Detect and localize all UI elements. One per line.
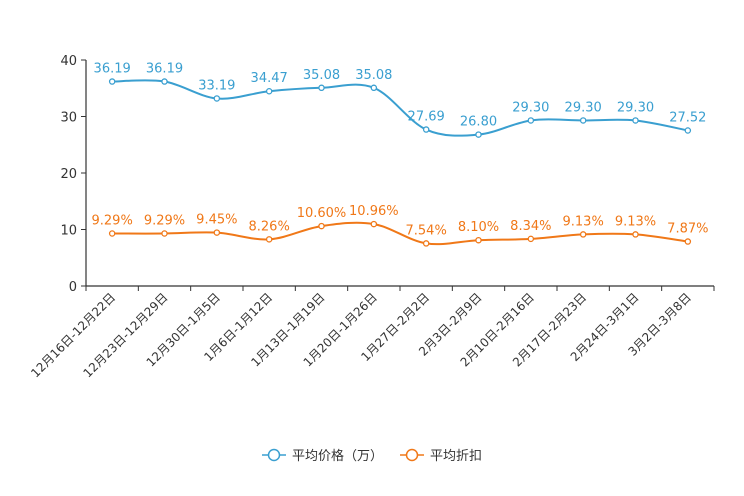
series-1-data-label: 9.13% (615, 214, 656, 229)
series-1-point[interactable] (475, 236, 482, 244)
series-0-data-label: 33.19 (198, 78, 235, 93)
series-0-point[interactable] (684, 127, 692, 134)
series-1-data-label: 9.29% (144, 214, 185, 229)
series-0-point[interactable] (422, 126, 430, 133)
series-line-0 (112, 79, 689, 137)
series-1-data-label: 8.34% (510, 219, 551, 234)
data-labels: 36.19 36.19 33.19 34.47 35.08 35.08 27.69 26.80… (92, 62, 709, 239)
series-0-data-label: 27.52 (669, 111, 706, 126)
series-1-point[interactable] (370, 220, 378, 228)
series-1-point[interactable] (422, 240, 430, 247)
series-0-data-label: 29.30 (617, 100, 654, 115)
series-0-data-label: 29.30 (565, 100, 602, 115)
series-0-data-label: 34.47 (251, 71, 288, 86)
series-1-data-label: 10.60% (297, 206, 347, 221)
x-tick-label: 12月16日-12月22日 (28, 290, 118, 380)
series-1-point[interactable] (265, 236, 273, 243)
series-1-data-label: 7.87% (667, 222, 708, 237)
series-1-data-label: 7.54% (406, 223, 447, 238)
legend-0-marker-icon (267, 448, 281, 462)
series-1-data-label: 10.96% (349, 204, 399, 219)
series-1-point[interactable] (684, 238, 692, 245)
series-0-point[interactable] (475, 131, 482, 138)
series-1-point[interactable] (108, 230, 116, 237)
series-points (108, 78, 692, 247)
series-1-point[interactable] (527, 235, 535, 243)
series-1-point[interactable] (213, 229, 221, 236)
series-1-point[interactable] (318, 222, 325, 230)
series-1-point[interactable] (579, 231, 587, 238)
series-0-point[interactable] (318, 84, 325, 92)
series-lines (112, 79, 689, 246)
legend-0-label[interactable]: 平均价格（万） (292, 448, 383, 464)
legend-1-marker-icon (405, 448, 419, 462)
series-1-data-label: 9.45% (196, 213, 237, 228)
series-1-data-label: 8.10% (458, 220, 499, 235)
series-0-point[interactable] (579, 117, 587, 124)
series-0-point[interactable] (632, 117, 639, 124)
y-tick-label: 30 (60, 111, 77, 126)
series-0-point[interactable] (265, 87, 273, 95)
series-1-data-label: 8.26% (249, 219, 290, 234)
y-tick-label: 0 (69, 280, 77, 295)
y-tick-label: 20 (60, 167, 77, 182)
y-tick-label: 10 (60, 224, 77, 239)
series-0-data-label: 29.30 (512, 100, 549, 115)
series-0-data-label: 26.80 (460, 115, 497, 130)
series-0-point[interactable] (527, 117, 535, 124)
series-0-point[interactable] (161, 78, 168, 85)
series-0-data-label: 27.69 (408, 110, 445, 125)
series-1-point[interactable] (161, 230, 168, 237)
series-0-data-label: 36.19 (146, 62, 183, 77)
series-0-data-label: 35.08 (355, 68, 392, 83)
axes (81, 59, 715, 291)
legend-1-label[interactable]: 平均折扣 (430, 449, 482, 464)
series-1-data-label: 9.13% (563, 214, 604, 229)
series-1-data-label: 9.29% (92, 214, 133, 229)
series-0-data-label: 36.19 (94, 62, 131, 77)
series-0-point[interactable] (370, 84, 378, 92)
series-0-data-label: 35.08 (303, 68, 340, 83)
y-tick-label: 40 (60, 54, 77, 69)
series-0-point[interactable] (213, 95, 221, 102)
series-0-point[interactable] (108, 78, 116, 85)
series-1-point[interactable] (632, 231, 639, 238)
legend: 平均价格（万） 平均折扣 (262, 448, 482, 464)
series-line-1 (112, 221, 688, 246)
